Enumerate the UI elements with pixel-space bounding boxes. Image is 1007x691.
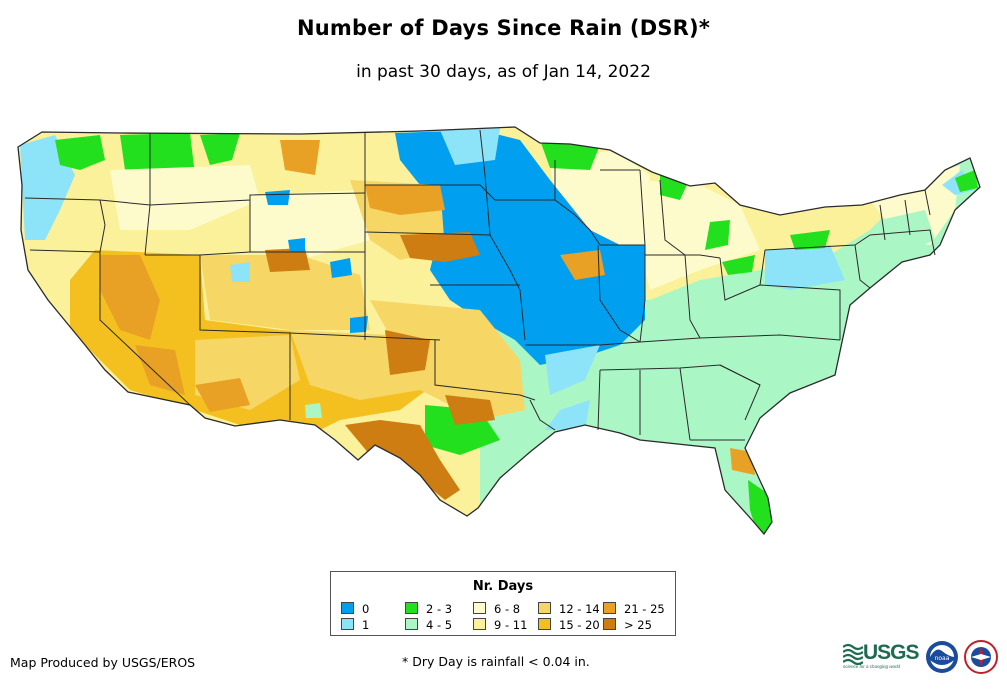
legend-swatch [341,602,354,614]
dry-day-footnote: * Dry Day is rainfall < 0.04 in. [402,654,590,669]
usgs-logo: USGS science for a changing world [843,641,921,669]
legend-swatch [405,618,418,630]
legend-swatch [473,602,486,614]
usgs-wordmark: USGS [863,641,920,664]
legend-label: 1 [362,618,370,632]
legend-item-7: 15 - 20 [538,618,600,632]
noaa-logo-text: noaa [935,655,950,662]
map-subtitle: in past 30 days, as of Jan 14, 2022 [356,62,651,82]
legend-label: 21 - 25 [624,602,665,616]
usgs-tagline: science for a changing world [843,664,901,669]
noaa-logo-icon: noaa [926,641,958,673]
legend-item-0: 0 [341,602,369,616]
us-dsr-map [17,126,981,536]
legend: Nr. Days 0 1 2 - 3 4 - 5 6 - 8 9 - 11 12… [330,571,676,636]
map-title: Number of Days Since Rain (DSR)* [296,16,711,40]
legend-label: 12 - 14 [559,602,600,616]
legend-label: > 25 [624,618,652,632]
legend-item-6: 12 - 14 [538,602,600,616]
legend-swatch [603,618,616,630]
legend-label: 0 [362,602,370,616]
state-borders [17,126,981,536]
legend-swatch [538,602,551,614]
nws-logo-icon [964,640,998,674]
dsr-fill-layer [18,127,980,534]
legend-item-5: 9 - 11 [473,618,527,632]
legend-label: 4 - 5 [426,618,453,632]
legend-label: 9 - 11 [494,618,528,632]
legend-item-3: 4 - 5 [405,618,452,632]
usgs-wave-icon [843,643,863,665]
legend-item-1: 1 [341,618,369,632]
legend-swatch [341,618,354,630]
legend-item-8: 21 - 25 [603,602,665,616]
legend-label: 6 - 8 [494,602,521,616]
legend-item-2: 2 - 3 [405,602,452,616]
legend-label: 2 - 3 [426,602,453,616]
legend-swatch [473,618,486,630]
legend-title: Nr. Days [472,579,534,594]
legend-swatch [405,602,418,614]
map-credit: Map Produced by USGS/EROS [10,655,196,670]
legend-swatch [603,602,616,614]
legend-label: 15 - 20 [559,618,600,632]
legend-item-4: 6 - 8 [473,602,520,616]
legend-swatch [538,618,551,630]
legend-item-9: > 25 [603,618,652,632]
